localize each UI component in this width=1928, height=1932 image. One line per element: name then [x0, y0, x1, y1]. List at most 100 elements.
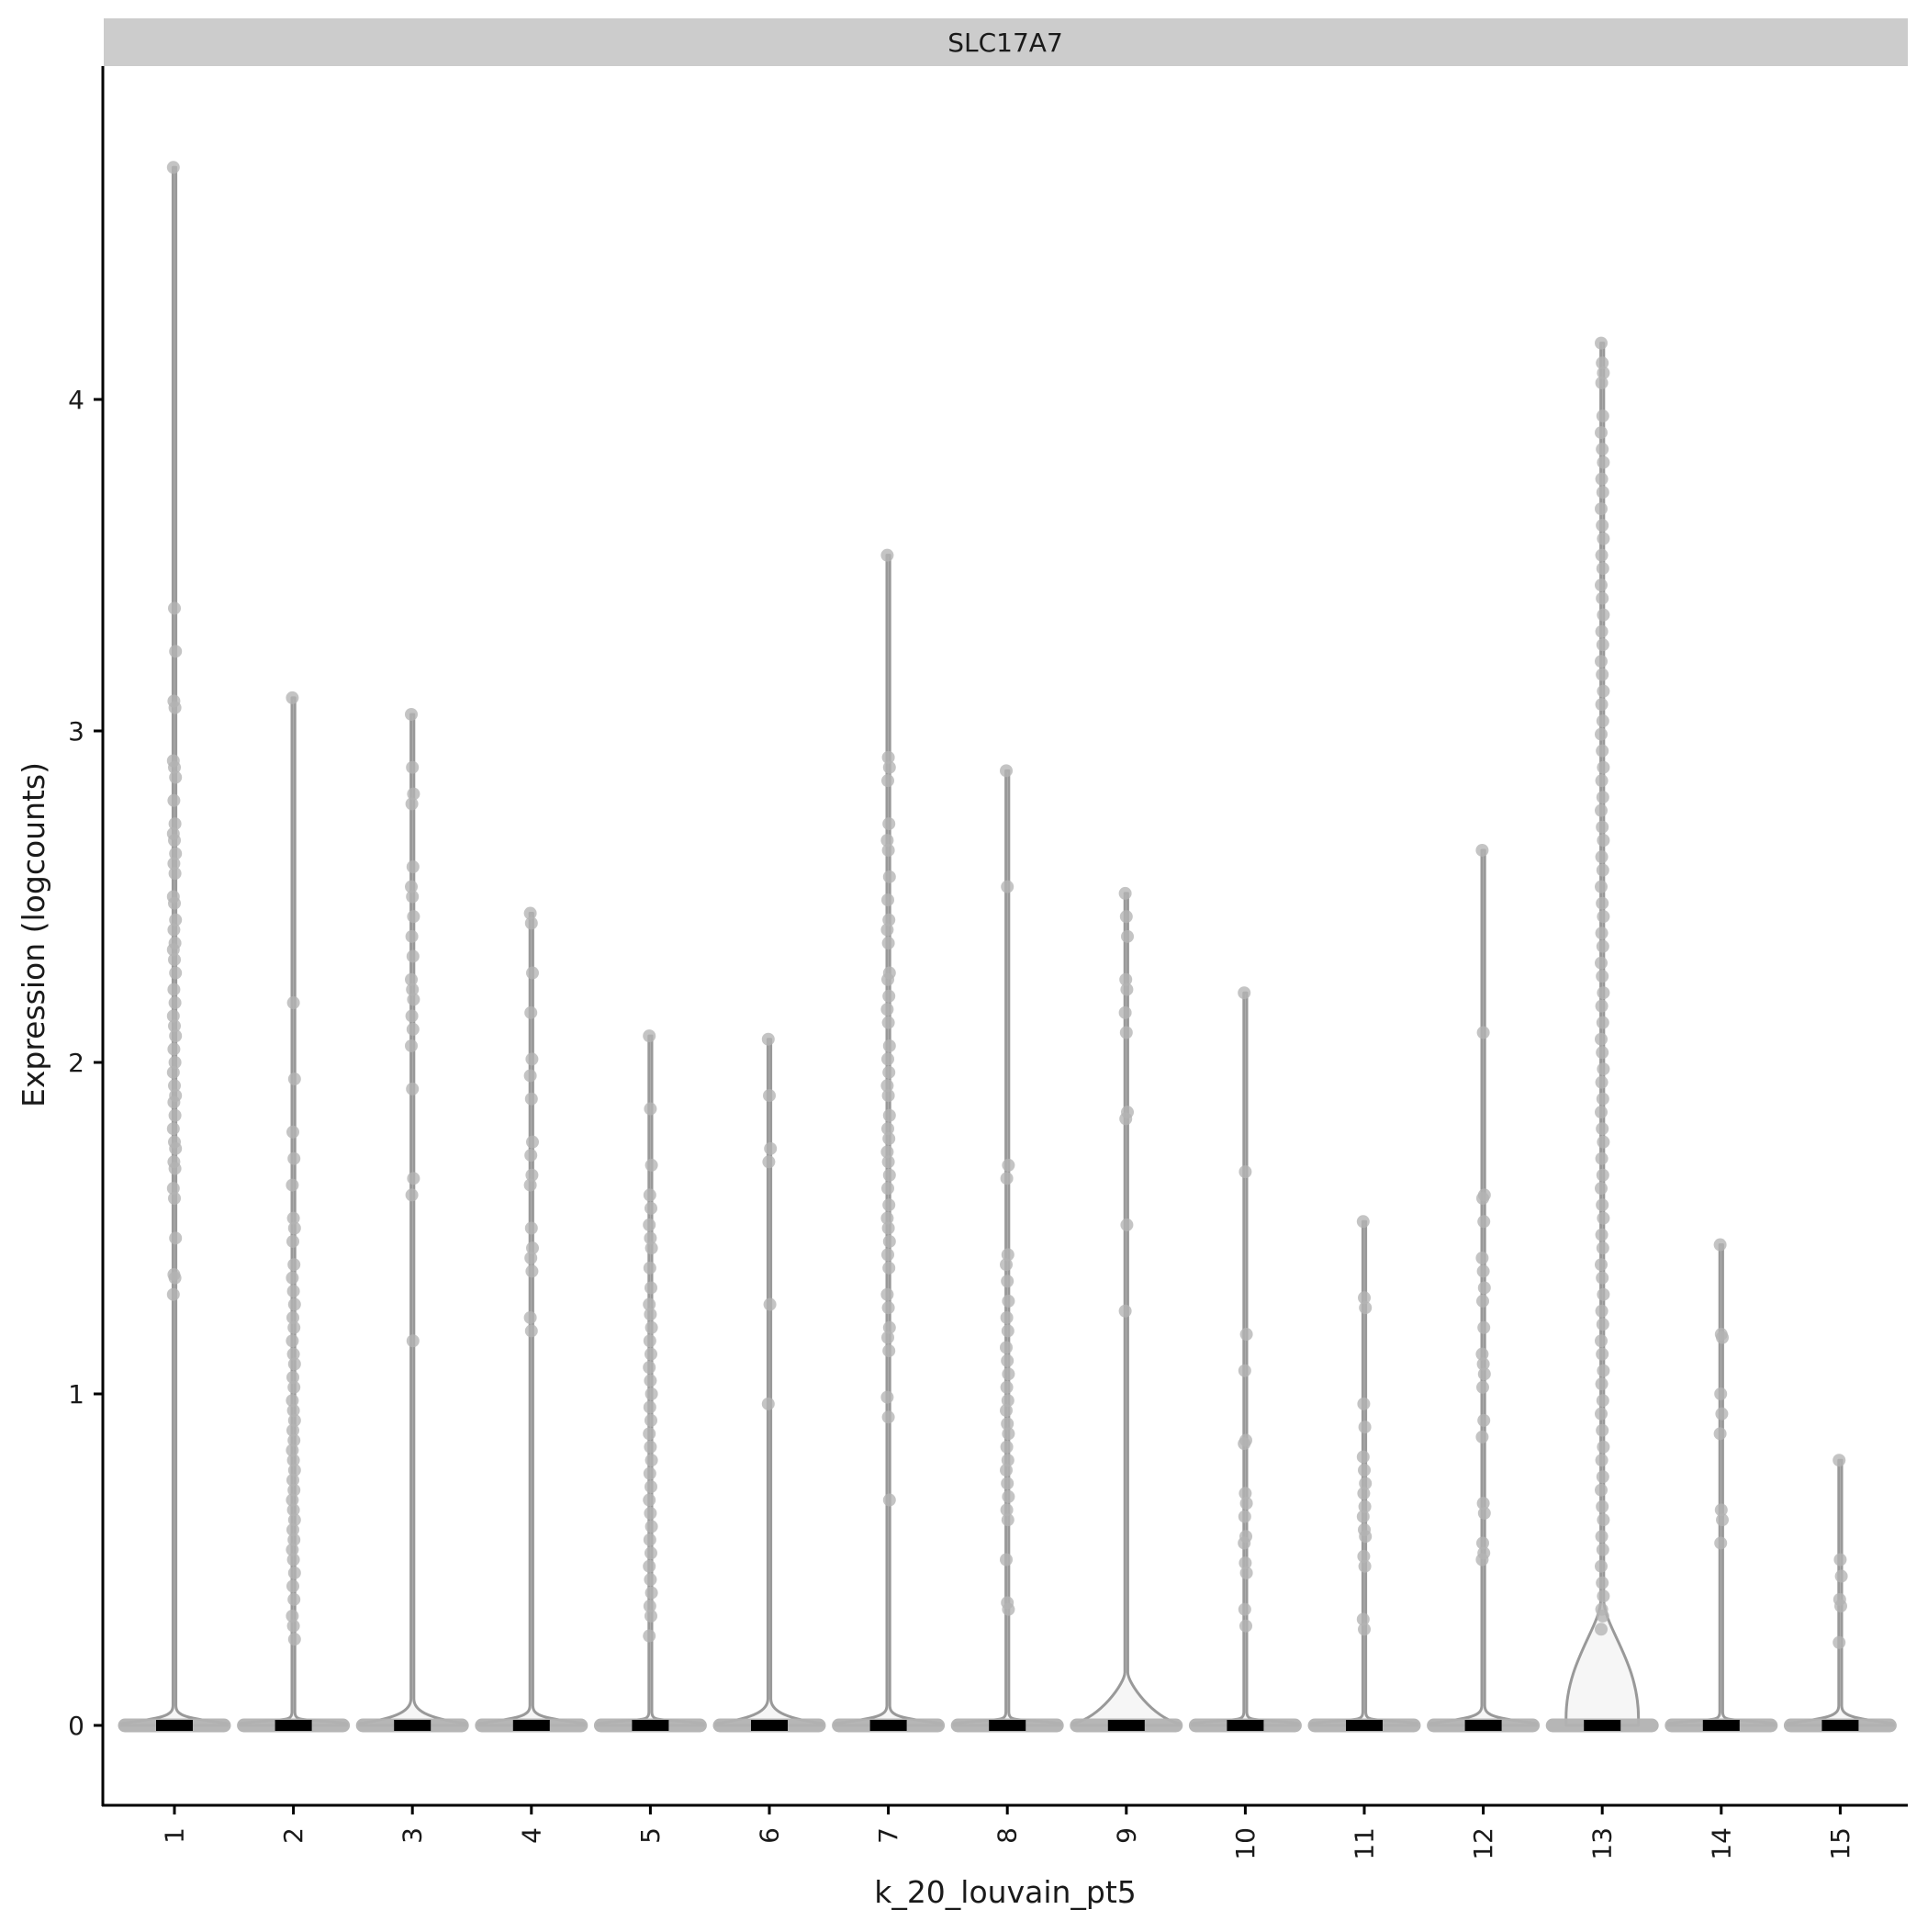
- data-point: [169, 770, 183, 784]
- data-point: [1475, 1553, 1489, 1567]
- data-point: [1595, 1032, 1608, 1046]
- data-point: [1477, 1367, 1491, 1381]
- data-point: [1595, 1559, 1608, 1573]
- data-point: [286, 1473, 299, 1487]
- data-point: [1596, 410, 1609, 423]
- data-point: [1833, 1553, 1847, 1567]
- data-point: [286, 1543, 299, 1556]
- data-point: [286, 1394, 299, 1408]
- data-point: [1595, 624, 1609, 638]
- data-point: [1597, 986, 1610, 1000]
- data-point: [1834, 1600, 1847, 1613]
- data-point: [286, 1285, 300, 1298]
- data-point: [405, 1188, 419, 1202]
- y-tick-label: 0: [68, 1711, 84, 1741]
- data-point: [1476, 1294, 1489, 1308]
- data-point: [1596, 1016, 1609, 1029]
- data-point: [761, 1032, 775, 1046]
- data-point: [287, 1297, 301, 1311]
- x-axis-ticks: 1 2 3 4 5 6 7 8 9 10 11 12 13 14 15: [160, 1805, 1855, 1860]
- data-point: [643, 1533, 656, 1546]
- data-point: [1002, 1367, 1015, 1381]
- data-point: [1477, 1215, 1491, 1229]
- data-point: [1238, 1510, 1251, 1523]
- violin-group: [950, 764, 1064, 1733]
- data-point: [1715, 1407, 1729, 1421]
- data-point: [167, 983, 181, 996]
- data-point: [168, 834, 181, 848]
- data-point: [1833, 1635, 1846, 1649]
- violin-group: [1545, 336, 1659, 1733]
- data-point: [880, 548, 894, 562]
- data-point: [881, 1089, 895, 1103]
- y-axis-ticks: 0 1 2 3 4: [68, 385, 103, 1741]
- x-tick-label: 15: [1825, 1827, 1855, 1860]
- data-point: [645, 1609, 657, 1623]
- data-point: [1118, 1005, 1132, 1019]
- x-tick-label: 8: [992, 1827, 1023, 1844]
- data-point: [166, 1065, 180, 1079]
- data-point: [763, 1297, 777, 1311]
- data-point: [287, 1320, 301, 1334]
- data-point: [1476, 1536, 1489, 1550]
- data-point: [526, 1241, 539, 1255]
- data-point: [1595, 1454, 1609, 1467]
- facet-strip: [104, 18, 1908, 66]
- data-point: [881, 893, 894, 907]
- data-point: [882, 760, 896, 774]
- violin-group: [1665, 1238, 1778, 1733]
- data-point: [287, 1433, 301, 1447]
- data-point: [405, 972, 418, 986]
- y-axis-title: Expression (logcounts): [16, 762, 51, 1107]
- data-point: [1356, 1450, 1370, 1464]
- data-point: [1475, 843, 1489, 857]
- data-point: [1596, 1500, 1609, 1513]
- data-point: [1595, 376, 1609, 389]
- data-point: [1595, 1151, 1609, 1165]
- data-point: [169, 1029, 183, 1043]
- data-point: [169, 966, 183, 980]
- data-point: [645, 1201, 657, 1215]
- data-point: [1000, 1172, 1014, 1185]
- data-point: [643, 1427, 656, 1441]
- data-point: [286, 1404, 300, 1418]
- data-point: [1597, 1589, 1610, 1603]
- data-point: [168, 996, 182, 1010]
- median-bar: [394, 1720, 432, 1731]
- data-point: [286, 1370, 299, 1384]
- data-point: [1595, 727, 1608, 741]
- data-point: [1119, 972, 1133, 986]
- data-point: [1000, 1464, 1013, 1477]
- data-point: [167, 793, 181, 807]
- data-point: [1239, 1556, 1252, 1570]
- data-point: [881, 1248, 894, 1262]
- data-point: [1000, 1503, 1014, 1517]
- x-tick-label: 13: [1587, 1827, 1618, 1860]
- data-point: [645, 1347, 657, 1361]
- data-point: [1000, 1404, 1013, 1418]
- data-point: [1357, 1549, 1371, 1563]
- data-point: [643, 1559, 656, 1573]
- data-point: [167, 923, 181, 937]
- data-point: [882, 1168, 896, 1182]
- data-point: [407, 993, 420, 1006]
- data-point: [168, 867, 182, 881]
- data-point: [1239, 1328, 1253, 1342]
- data-point: [1595, 698, 1609, 712]
- data-point: [286, 1523, 299, 1537]
- data-point: [643, 1600, 656, 1613]
- y-tick-label: 2: [68, 1048, 84, 1078]
- data-point: [1476, 1026, 1490, 1039]
- data-point: [523, 1310, 537, 1324]
- data-point: [1596, 863, 1609, 877]
- data-point: [880, 923, 894, 937]
- data-point: [406, 983, 420, 996]
- data-point: [645, 1586, 658, 1600]
- data-point: [169, 1231, 183, 1245]
- data-point: [286, 1271, 299, 1285]
- data-point: [166, 943, 180, 957]
- data-point: [406, 890, 420, 904]
- data-point: [1475, 1430, 1489, 1443]
- data-point: [1238, 1536, 1251, 1550]
- data-point: [286, 1443, 299, 1457]
